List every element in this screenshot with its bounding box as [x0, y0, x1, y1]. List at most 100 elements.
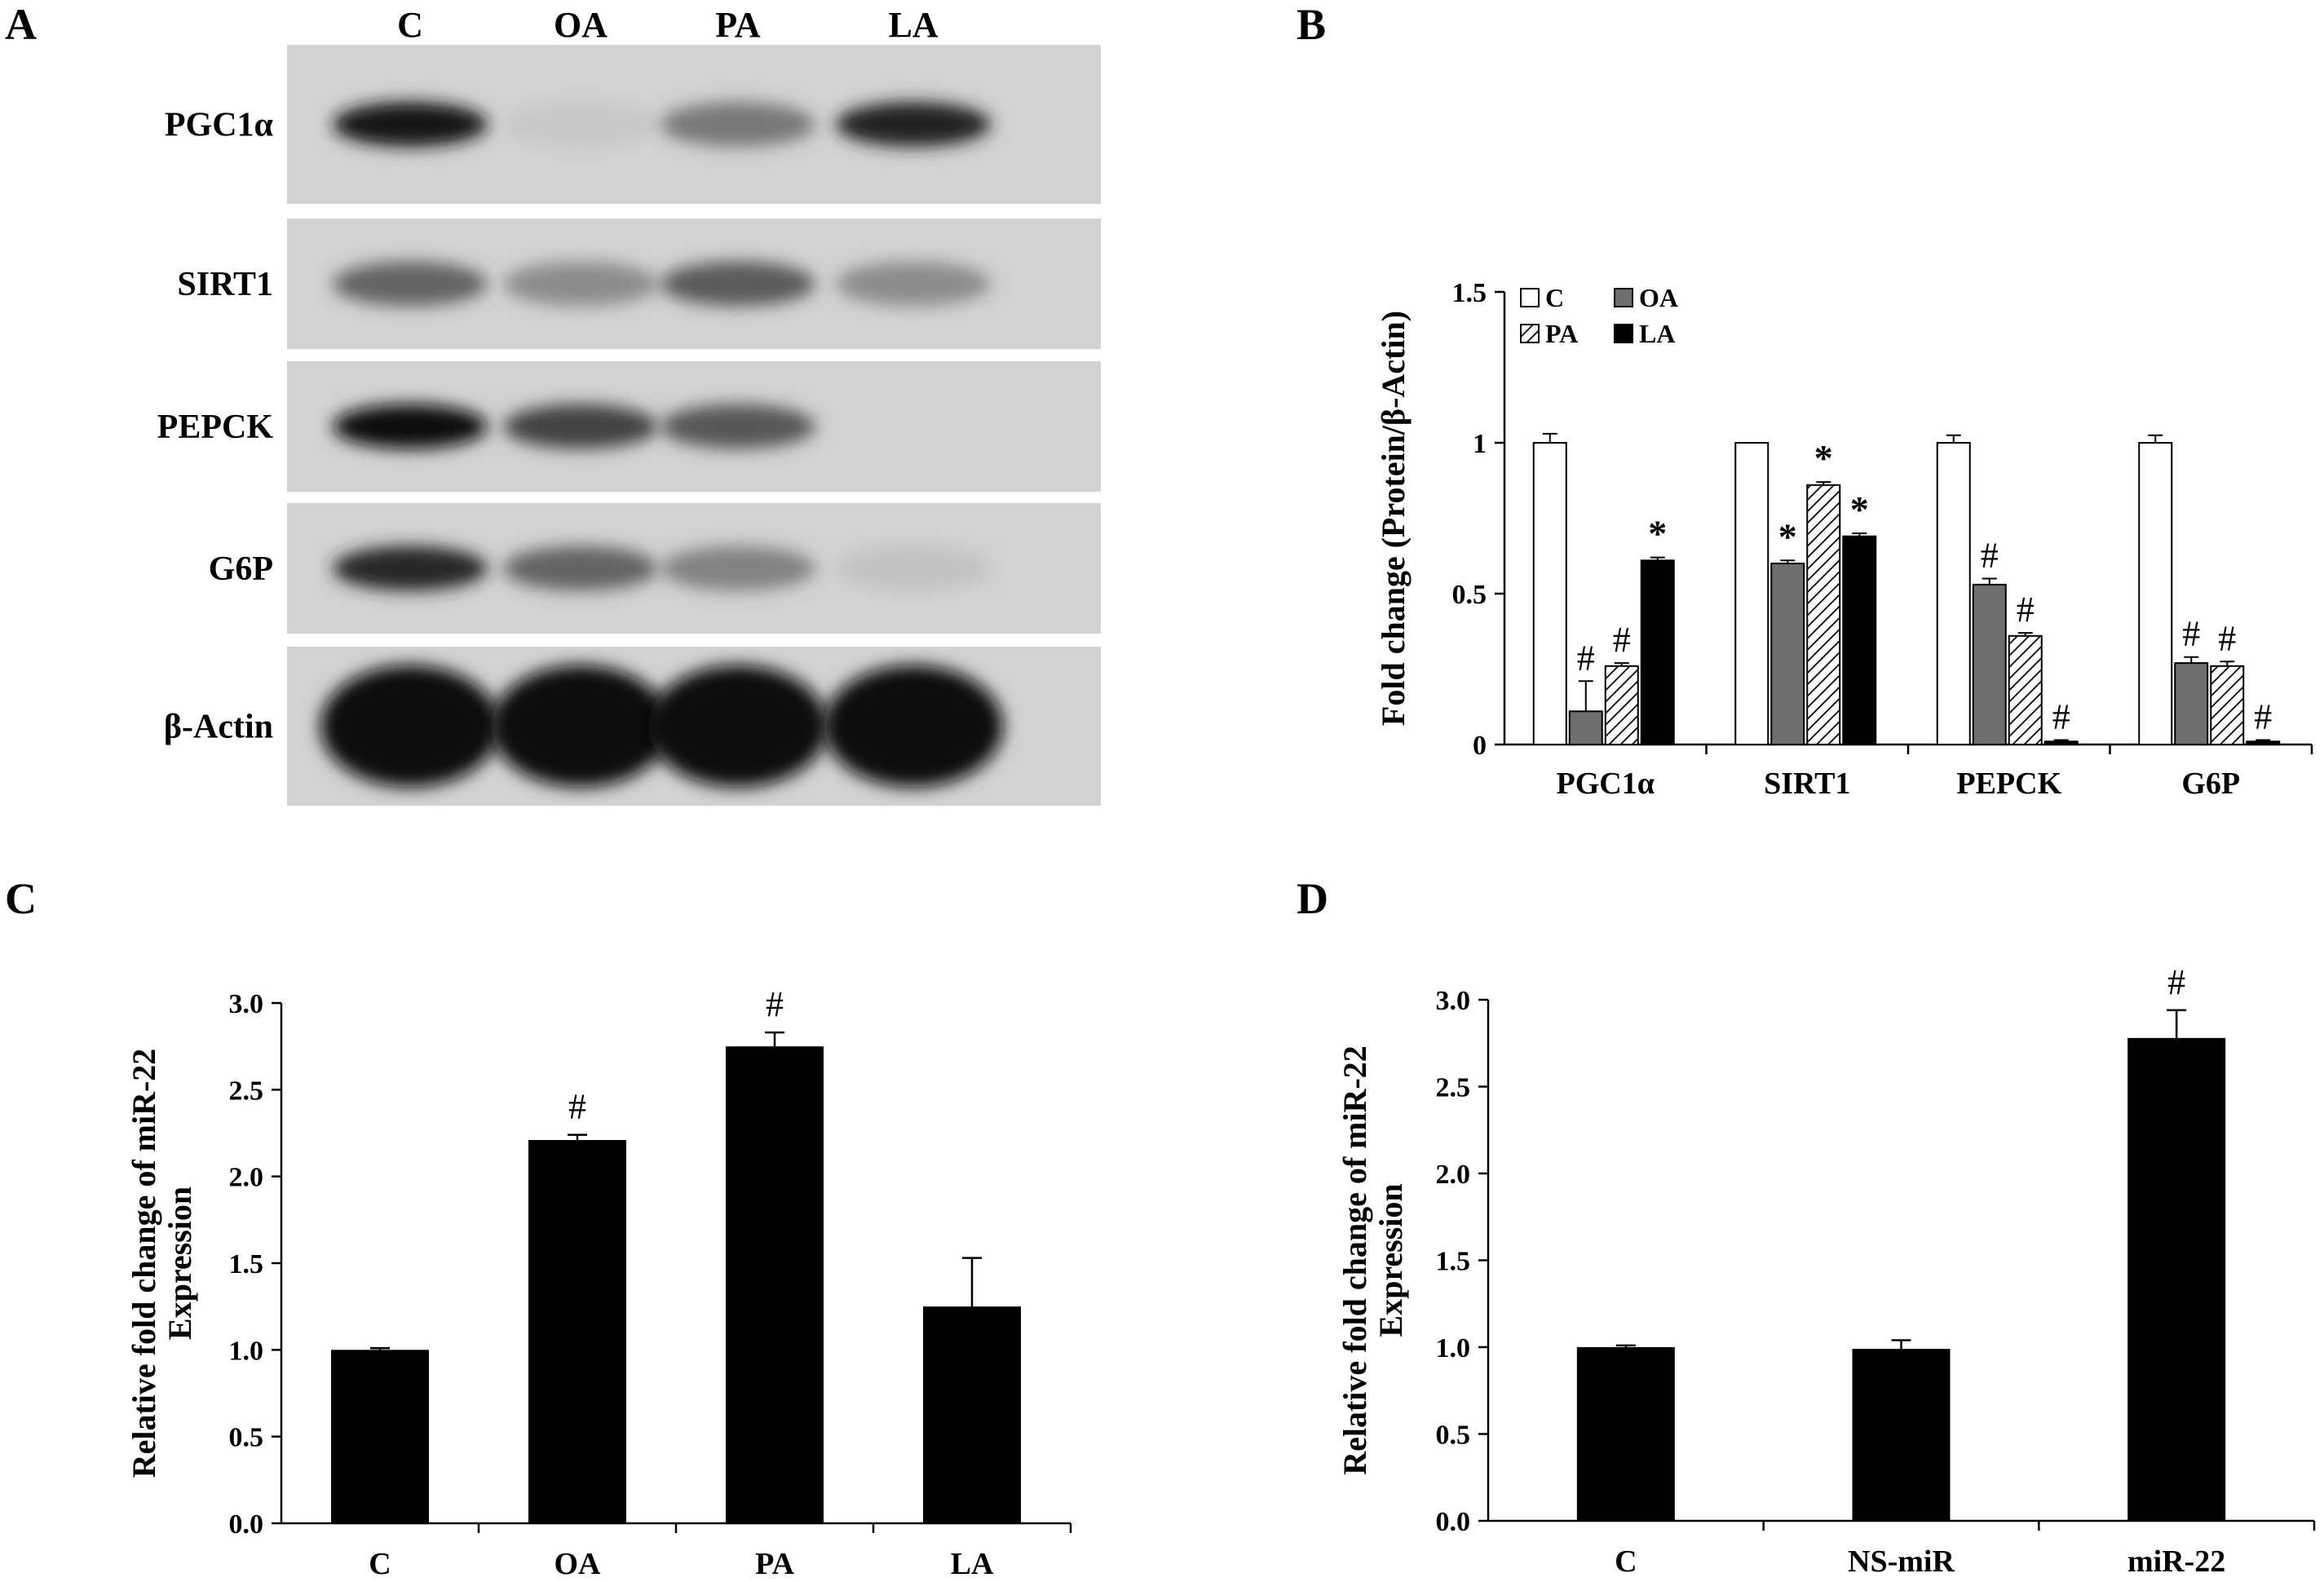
y-tick-label: 2.5 [229, 1076, 264, 1106]
y-tick-label: 1.0 [1436, 1333, 1471, 1363]
blot-band [503, 261, 658, 307]
blot-band [661, 102, 815, 147]
y-axis-title: Relative fold change of miR-22Expression [126, 1049, 198, 1478]
significance-mark: # [1613, 620, 1631, 660]
bar [2127, 1037, 2226, 1521]
blot-band [320, 665, 500, 788]
x-category-label: PA [755, 1547, 794, 1581]
y-tick-label: 2.0 [1436, 1160, 1471, 1190]
blot-row-label: PEPCK [157, 409, 274, 446]
lane-label: LA [888, 5, 938, 45]
bar [1640, 559, 1675, 745]
legend-label: PA [1545, 319, 1578, 348]
y-tick-label: 1.5 [1436, 1247, 1471, 1277]
blot-band [836, 261, 991, 307]
bar [1604, 665, 1639, 745]
significance-mark: * [1850, 488, 1869, 530]
panel-d-letter: D [1297, 874, 1328, 923]
x-category-label: LA [951, 1547, 994, 1581]
bar [1972, 583, 2007, 746]
bar [1852, 1349, 1951, 1521]
significance-mark: # [2182, 614, 2200, 654]
legend-swatch [1614, 288, 1633, 307]
blot-band [503, 546, 658, 591]
panel-a-letter: A [5, 0, 37, 49]
significance-mark: # [2218, 618, 2236, 658]
legend-label: C [1545, 283, 1564, 312]
bar [1770, 563, 1805, 745]
y-tick-label: 2.5 [1436, 1073, 1471, 1103]
x-category-label: OA [554, 1547, 602, 1581]
y-tick-label: 1.5 [229, 1249, 264, 1279]
y-tick-label: 1.0 [229, 1336, 264, 1366]
significance-mark: # [2167, 962, 2185, 1002]
bar [528, 1140, 626, 1523]
bar [726, 1046, 824, 1523]
blot-row-label: SIRT1 [177, 266, 273, 303]
x-category-label: G6P [2181, 767, 2240, 801]
significance-mark: * [1778, 515, 1797, 557]
significance-mark: * [1814, 437, 1833, 479]
chart-b-protein-fold-change: 0 0.5 1 1.5 Fold change (Protein/β-Actin) PGC… [1375, 278, 2313, 801]
legend-swatch [1614, 324, 1633, 343]
legend-swatch [1520, 288, 1540, 307]
blot-band [661, 546, 815, 591]
bar [1532, 442, 1567, 745]
blot-band [648, 665, 828, 788]
y-tick-label: 0.0 [1436, 1507, 1471, 1537]
significance-mark: # [2052, 696, 2070, 736]
bar [1568, 710, 1603, 745]
blot-band [836, 546, 991, 591]
y-tick-label: 0.5 [229, 1423, 264, 1453]
legend-label: OA [1639, 283, 1678, 312]
blot-band [661, 261, 815, 307]
bar [1936, 442, 1971, 745]
significance-mark: # [766, 984, 784, 1024]
significance-mark: # [2254, 696, 2272, 736]
y-tick-label: 1.5 [1452, 278, 1487, 308]
bar [1576, 1347, 1675, 1521]
bar [1734, 442, 1770, 745]
x-category-label: PGC1α [1557, 767, 1655, 801]
y-tick-label: 0 [1473, 731, 1487, 761]
lane-label: PA [715, 5, 761, 45]
bar [331, 1350, 429, 1523]
bar [923, 1306, 1021, 1523]
y-tick-label: 0.5 [1452, 580, 1487, 610]
bar [2008, 634, 2043, 745]
blot-band [503, 404, 658, 449]
y-tick-label: 3.0 [229, 989, 264, 1019]
bar [1806, 484, 1841, 745]
y-tick-label: 0.0 [229, 1509, 264, 1540]
bar [2174, 662, 2209, 745]
y-tick-label: 1 [1473, 429, 1487, 459]
x-category-label: NS-miR [1848, 1544, 1955, 1579]
significance-mark: # [568, 1087, 586, 1127]
significance-mark: # [1981, 536, 1999, 576]
x-category-label: SIRT1 [1764, 767, 1850, 801]
significance-mark: * [1648, 513, 1667, 555]
blot-band [503, 102, 658, 147]
x-category-label: PEPCK [1956, 767, 2061, 801]
blot-band [661, 404, 815, 449]
blot-row-label: β-Actin [164, 709, 273, 746]
y-axis-title: Fold change (Protein/β-Actin) [1375, 311, 1412, 726]
lane-label: OA [554, 5, 608, 45]
x-category-label: C [369, 1547, 391, 1581]
blot-band [333, 261, 488, 307]
panel-c-letter: C [5, 874, 37, 923]
blot-band [333, 102, 488, 147]
bar [1842, 535, 1877, 746]
y-tick-label: 3.0 [1436, 986, 1471, 1016]
blot-row-label: PGC1α [165, 107, 274, 144]
bar [2246, 740, 2281, 745]
y-axis-title: Relative fold change of miR-22Expression [1337, 1045, 1409, 1475]
blot-band [333, 404, 488, 449]
y-tick-label: 0.5 [1436, 1421, 1471, 1451]
chart-c-mir22-fatty-acids: 0.0 0.5 1.0 1.5 2.0 2.5 3.0 Relative fold chang… [126, 984, 1072, 1581]
bar [2138, 442, 2173, 745]
blot-band [333, 546, 488, 591]
y-tick-label: 2.0 [229, 1163, 264, 1193]
blot-band [836, 102, 991, 147]
